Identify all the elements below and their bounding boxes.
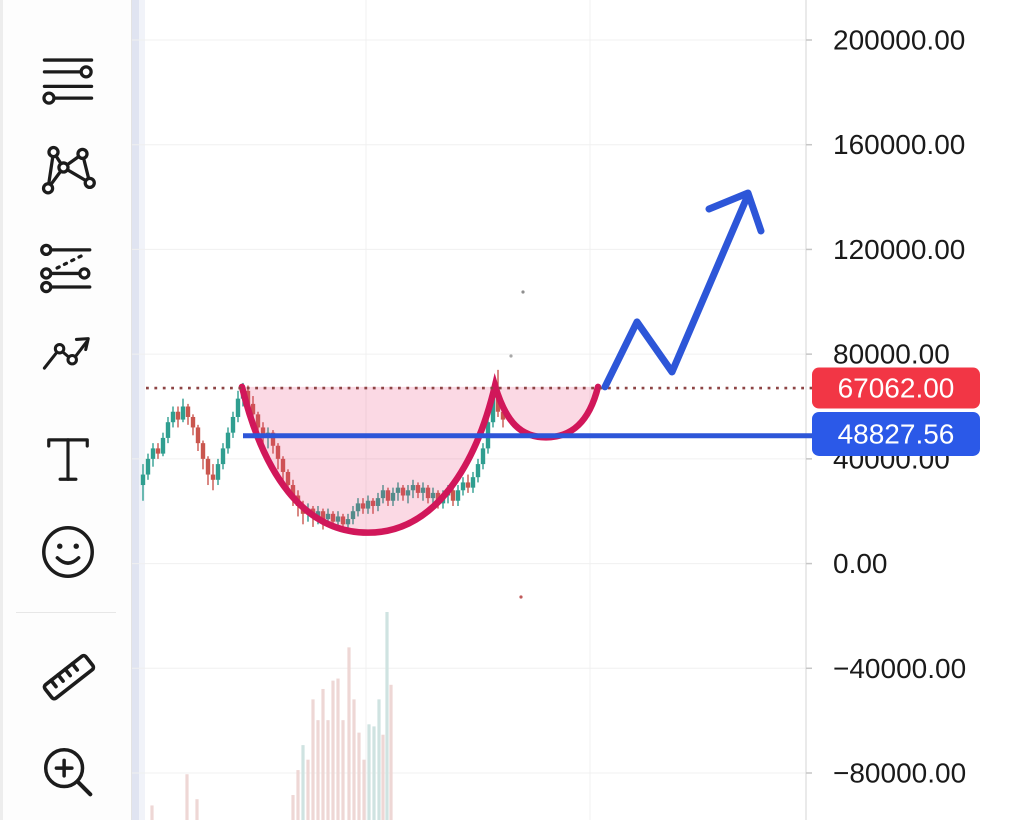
tool-forecast[interactable] <box>36 326 100 390</box>
axis-tick-label: −40000.00 <box>833 653 966 684</box>
smiley-icon <box>42 526 94 578</box>
axis-tick-label: 160000.00 <box>833 129 965 160</box>
axis-tick-label: 200000.00 <box>833 25 965 56</box>
text-T-icon <box>47 438 89 481</box>
tool-emoji[interactable] <box>36 520 100 584</box>
zigzag-arrow-icon <box>42 337 90 370</box>
xabcd-pattern-icon <box>41 145 96 195</box>
axis-tick-label: −80000.00 <box>833 758 966 789</box>
axis-tick-label: 0.00 <box>833 548 888 579</box>
axis-tick-label: 80000.00 <box>833 339 950 370</box>
price-badge-67062.00: 67062.00 <box>812 367 980 409</box>
price-badge-48827.56: 48827.56 <box>812 411 980 456</box>
ruler-icon <box>42 653 96 701</box>
fib-lines-icon <box>40 243 92 294</box>
toolbar-divider <box>16 612 116 613</box>
drawing-toolbar <box>0 0 132 820</box>
trend-lines-icon <box>42 58 94 105</box>
svg-text:48827.56: 48827.56 <box>838 418 955 449</box>
axis-tick-label: 120000.00 <box>833 234 965 265</box>
tool-measure[interactable] <box>36 644 100 708</box>
tool-fib-retracement[interactable] <box>36 236 100 300</box>
volume-series <box>150 612 393 820</box>
svg-text:67062.00: 67062.00 <box>838 373 955 404</box>
tool-xabcd-pattern[interactable] <box>36 140 100 204</box>
tool-zoom-in[interactable] <box>36 740 100 804</box>
chart-edge-strip <box>132 0 145 820</box>
tool-text[interactable] <box>36 428 100 492</box>
artifact-specks <box>509 290 525 599</box>
price-axis[interactable]: 200000.00160000.00120000.0080000.0040000… <box>805 0 966 820</box>
trend-arrow-drawing[interactable] <box>601 189 765 391</box>
magnifier-plus-icon <box>43 747 93 797</box>
tool-line-tools[interactable] <box>36 48 100 112</box>
